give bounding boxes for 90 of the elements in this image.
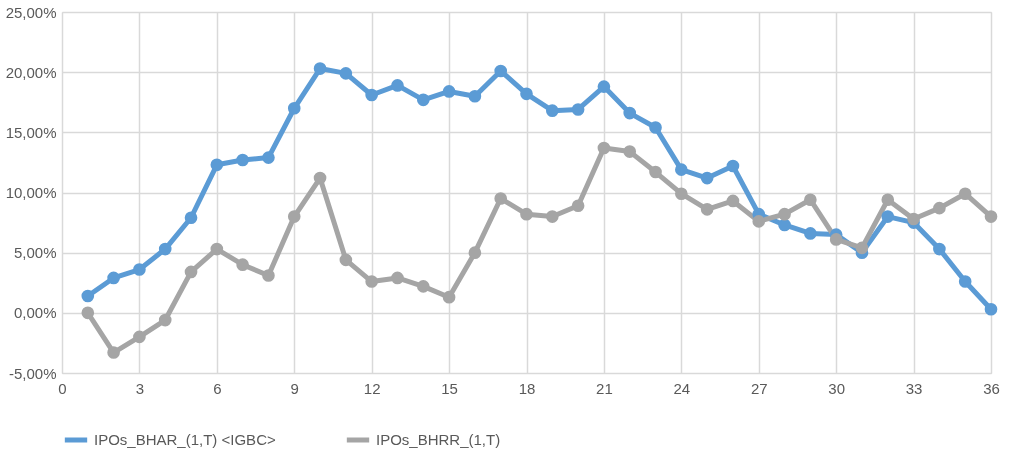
x-tick-label: 18 (518, 379, 536, 397)
x-tick-label: 3 (135, 379, 145, 397)
point (236, 258, 249, 272)
point (365, 88, 378, 102)
point (520, 207, 533, 221)
point (184, 265, 198, 279)
point (339, 67, 353, 80)
point (391, 271, 404, 285)
point (442, 290, 456, 304)
y-tick-label: 25,00% (5, 3, 57, 21)
legend-label: IPOs_BHAR_(1,T) <IGBC> (94, 431, 276, 448)
point (133, 263, 146, 276)
point (494, 192, 508, 205)
y-tick-label: 0,00% (13, 304, 57, 322)
point (571, 103, 585, 116)
point (984, 210, 998, 223)
point (339, 253, 353, 267)
point (391, 79, 404, 92)
x-tick-label: 30 (828, 379, 846, 397)
point (675, 163, 688, 176)
point (494, 64, 508, 78)
point (545, 210, 559, 223)
point (184, 211, 198, 225)
y-tick-label: 5,00% (13, 244, 57, 262)
point (907, 212, 920, 226)
y-tick-label: -5,00% (8, 364, 57, 382)
x-tick-label: 33 (905, 379, 923, 397)
point (520, 87, 533, 101)
point (649, 165, 662, 179)
x-tick-label: 9 (290, 379, 299, 397)
point (287, 210, 301, 223)
y-tick-label: 10,00% (5, 184, 57, 201)
x-tick-label: 27 (750, 379, 768, 397)
x-tick-label: 12 (363, 379, 381, 397)
point (262, 151, 275, 164)
point (545, 104, 559, 117)
point (700, 171, 714, 185)
point (597, 80, 611, 93)
x-tick-label: 0 (58, 379, 67, 397)
point (700, 203, 714, 216)
point (262, 269, 275, 282)
point (726, 194, 740, 208)
x-tick-label: 36 (983, 379, 1000, 397)
point (881, 193, 895, 207)
point (468, 89, 482, 103)
point (365, 275, 378, 288)
point (623, 106, 637, 120)
point (984, 302, 998, 316)
x-tick-label: 24 (673, 379, 691, 397)
point (158, 242, 172, 256)
point (236, 153, 249, 167)
point (752, 215, 766, 228)
point (81, 306, 95, 320)
x-tick-label: 21 (596, 379, 613, 397)
point (804, 193, 817, 207)
point (675, 187, 688, 201)
legend-label: IPOs_BHRR_(1,T) (376, 431, 501, 448)
point (933, 201, 946, 215)
x-tick-label: 15 (441, 379, 458, 397)
point (210, 158, 224, 172)
point (133, 330, 146, 344)
point (649, 121, 662, 134)
point (416, 93, 430, 107)
y-tick-label: 15,00% (5, 123, 57, 141)
point (778, 207, 791, 221)
point (158, 313, 172, 327)
point (933, 242, 946, 256)
point (210, 242, 224, 256)
x-tick-label: 6 (213, 379, 222, 397)
point (829, 233, 843, 246)
point (571, 199, 585, 213)
point (107, 346, 120, 359)
point (881, 210, 895, 223)
point (416, 280, 430, 293)
point (855, 241, 869, 255)
point (442, 85, 456, 98)
point (958, 187, 972, 201)
point (958, 275, 972, 288)
point (778, 218, 791, 232)
point (468, 246, 482, 259)
point (107, 271, 120, 285)
point (726, 159, 740, 173)
point (313, 62, 327, 75)
point (597, 141, 611, 155)
point (313, 171, 327, 185)
point (623, 145, 637, 158)
y-tick-label: 20,00% (5, 63, 57, 81)
point (804, 227, 817, 240)
point (287, 101, 301, 115)
point (81, 289, 95, 303)
